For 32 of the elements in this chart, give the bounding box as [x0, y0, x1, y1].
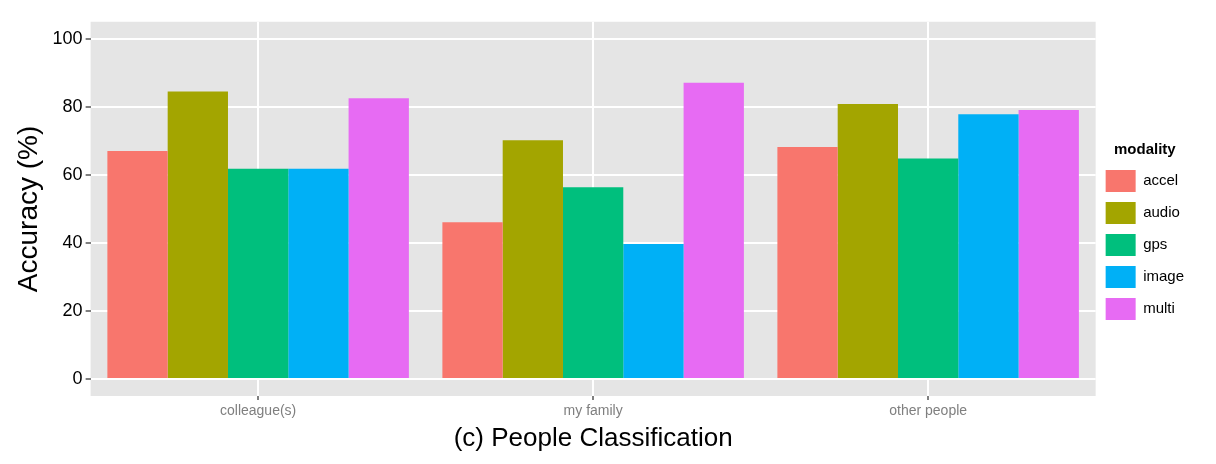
bar	[107, 151, 168, 378]
bar	[442, 222, 503, 378]
legend-title: modality	[1113, 139, 1177, 157]
bar	[288, 168, 349, 378]
legend-label: multi	[1143, 299, 1175, 317]
bar	[502, 140, 563, 378]
bar	[562, 187, 624, 378]
bar	[897, 158, 959, 378]
legend-label: image	[1143, 267, 1184, 285]
bar	[623, 243, 684, 378]
y-tick-label: 20	[62, 299, 83, 320]
legend-label: accel	[1143, 171, 1179, 189]
x-axis-title: (c) People Classification	[453, 421, 733, 452]
x-tick-label: my family	[563, 402, 623, 419]
x-tick-label: other people	[889, 402, 968, 419]
legend-label: audio	[1143, 203, 1180, 221]
y-tick-label: 60	[62, 163, 83, 184]
y-tick-label: 0	[72, 367, 83, 388]
bar	[837, 104, 898, 378]
bar	[777, 146, 838, 378]
bar	[167, 91, 228, 378]
bar	[1018, 109, 1079, 378]
x-tick-label: colleague(s)	[220, 402, 297, 419]
legend-label: gps	[1143, 235, 1168, 253]
bar	[683, 82, 744, 378]
bar	[958, 114, 1019, 378]
bar	[348, 98, 409, 378]
y-axis-title: Accuracy (%)	[11, 125, 43, 293]
y-tick-label: 100	[52, 27, 83, 48]
y-tick-label: 40	[62, 231, 83, 252]
y-tick-label: 80	[62, 95, 83, 116]
bar	[227, 168, 289, 378]
